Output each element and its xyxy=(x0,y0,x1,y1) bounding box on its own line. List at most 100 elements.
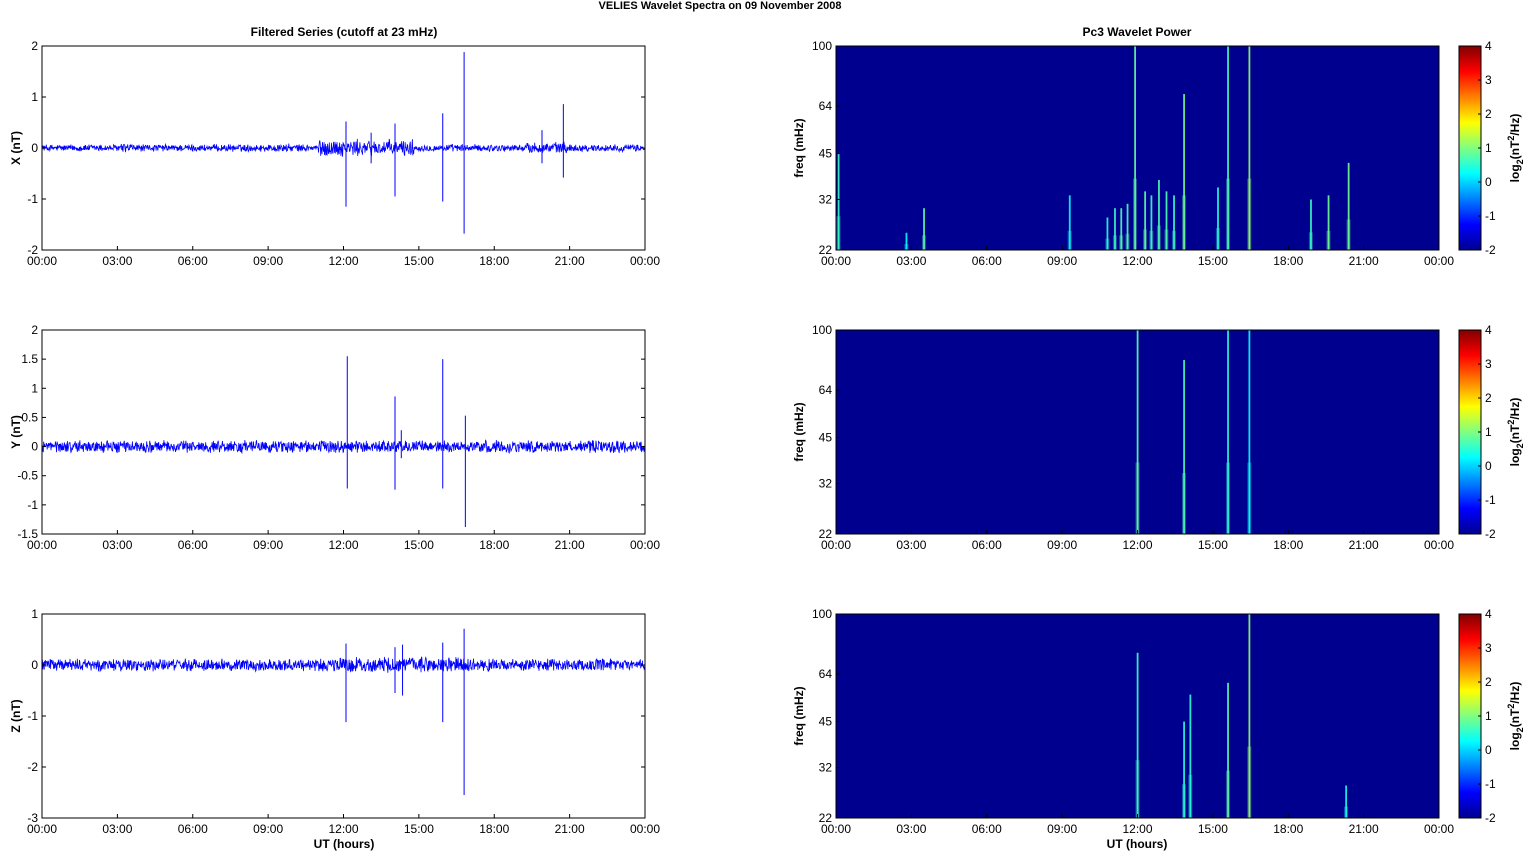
power-xtick-label: 09:00 xyxy=(1047,822,1077,836)
ytick-label: -1 xyxy=(27,709,38,723)
ytick-label: -0.5 xyxy=(17,469,38,483)
ylabel: freq (mHz) xyxy=(792,118,806,177)
power-xtick-label: 21:00 xyxy=(1349,538,1379,552)
series-xtick-label: 00:00 xyxy=(27,254,57,268)
power-streak xyxy=(1134,46,1136,250)
colorbar-label: log2(nT2/Hz) xyxy=(1506,682,1525,751)
ytick-label: 45 xyxy=(819,147,833,161)
colorbar-tick-label: 0 xyxy=(1485,175,1492,189)
power-background xyxy=(836,46,1439,250)
power-streak xyxy=(1327,195,1330,250)
series-xtick-label: 09:00 xyxy=(253,822,283,836)
ylabel: freq (mHz) xyxy=(792,402,806,461)
colorbar-tick-label: -2 xyxy=(1485,527,1496,541)
series-xtick-label: 00:00 xyxy=(27,538,57,552)
colorbar: -2 -1 0 1 2 3 4 log2(nT2/Hz) xyxy=(1458,39,1525,257)
left-xlabel: UT (hours) xyxy=(314,837,375,851)
colorbar-tick-label: 1 xyxy=(1485,709,1492,723)
colorbar-tick-label: 1 xyxy=(1485,425,1492,439)
power-xtick-label: 12:00 xyxy=(1122,254,1152,268)
series-xtick-label: 21:00 xyxy=(555,538,585,552)
power-streak xyxy=(1183,360,1185,534)
ytick-label: 0 xyxy=(31,141,38,155)
ytick-label: 2 xyxy=(31,323,38,337)
colorbar-gradient xyxy=(1458,613,1482,819)
ytick-label: -2 xyxy=(27,243,38,257)
ytick-label: -1 xyxy=(27,498,38,512)
power-streak xyxy=(1165,191,1168,250)
series-xtick-label: 21:00 xyxy=(555,822,585,836)
series-xtick-label: 00:00 xyxy=(27,822,57,836)
power-xtick-label: 06:00 xyxy=(972,254,1002,268)
power-xtick-label: 00:00 xyxy=(821,538,851,552)
power-streak-glow xyxy=(1171,230,1176,250)
ytick-label: 32 xyxy=(819,193,833,207)
power-streak xyxy=(1227,682,1229,818)
colorbar-tick-label: 3 xyxy=(1485,357,1492,371)
power-streak xyxy=(1248,46,1251,250)
series-xtick-label: 00:00 xyxy=(630,822,660,836)
power-xtick-label: 21:00 xyxy=(1349,254,1379,268)
ytick-label: 22 xyxy=(819,243,833,257)
plot-background xyxy=(42,330,645,534)
ytick-label: 1.5 xyxy=(21,352,38,366)
series-panel-x: -2 -1 0 1 2 00:00 03:00 06:00 09:00 12:00 15:00 18:… xyxy=(9,39,660,268)
power-xtick-label: 12:00 xyxy=(1122,538,1152,552)
ytick-label: 45 xyxy=(819,715,833,729)
power-xtick-label: 06:00 xyxy=(972,538,1002,552)
colorbar-label: log2(nT2/Hz) xyxy=(1506,114,1525,183)
ytick-label: 22 xyxy=(819,527,833,541)
ytick-label: 64 xyxy=(819,383,833,397)
colorbar-tick-label: 0 xyxy=(1485,459,1492,473)
power-xtick-label: 00:00 xyxy=(1424,538,1454,552)
series-panel-y: -1.5 -1 -0.5 0 0.5 1 1.5 2 00:00 03:00 06:00 09:00 1… xyxy=(9,323,660,552)
power-streak-glow xyxy=(1225,770,1230,818)
ylabel: Y (nT) xyxy=(9,415,23,449)
power-xtick-label: 18:00 xyxy=(1273,538,1303,552)
ytick-label: 32 xyxy=(819,477,833,491)
series-xtick-label: 06:00 xyxy=(178,254,208,268)
power-streak xyxy=(1106,217,1109,250)
series-xtick-label: 09:00 xyxy=(253,538,283,552)
power-streak-glow xyxy=(904,243,909,250)
power-streak xyxy=(1136,652,1139,818)
colorbar: -2 -1 0 1 2 3 4 log2(nT2/Hz) xyxy=(1458,323,1525,541)
series-trace-z xyxy=(41,656,646,673)
ytick-label: -2 xyxy=(27,760,38,774)
power-xtick-label: 15:00 xyxy=(1198,538,1228,552)
power-streak xyxy=(1217,187,1219,250)
series-xtick-label: 15:00 xyxy=(404,254,434,268)
colorbar-tick-label: 4 xyxy=(1485,607,1492,621)
series-xtick-label: 18:00 xyxy=(479,538,509,552)
ytick-label: 0 xyxy=(31,440,38,454)
power-streak-glow xyxy=(1247,746,1252,818)
power-streak xyxy=(1310,199,1312,250)
series-xtick-label: 03:00 xyxy=(102,822,132,836)
power-streak-glow xyxy=(1067,230,1072,250)
series-xtick-label: 12:00 xyxy=(328,538,358,552)
ytick-label: 1 xyxy=(31,381,38,395)
series-xtick-label: 00:00 xyxy=(630,254,660,268)
power-streak xyxy=(1248,330,1251,534)
power-streak xyxy=(923,208,925,250)
ytick-label: -1 xyxy=(27,192,38,206)
series-xtick-label: 12:00 xyxy=(328,822,358,836)
power-streak xyxy=(1136,330,1139,534)
power-xtick-label: 18:00 xyxy=(1273,822,1303,836)
power-xtick-label: 00:00 xyxy=(821,822,851,836)
ytick-label: 0 xyxy=(31,658,38,672)
power-xtick-label: 00:00 xyxy=(1424,822,1454,836)
power-streak-glow xyxy=(1119,235,1124,250)
series-xtick-label: 18:00 xyxy=(479,822,509,836)
power-streak-glow xyxy=(921,235,926,250)
ytick-label: 64 xyxy=(819,667,833,681)
power-xtick-label: 15:00 xyxy=(1198,822,1228,836)
power-streak-glow xyxy=(1247,178,1252,250)
ytick-label: 45 xyxy=(819,431,833,445)
power-streak xyxy=(1144,191,1147,250)
power-xtick-label: 15:00 xyxy=(1198,254,1228,268)
power-streak xyxy=(1120,208,1123,250)
colorbar-tick-label: 3 xyxy=(1485,73,1492,87)
ytick-label: -1.5 xyxy=(17,527,38,541)
